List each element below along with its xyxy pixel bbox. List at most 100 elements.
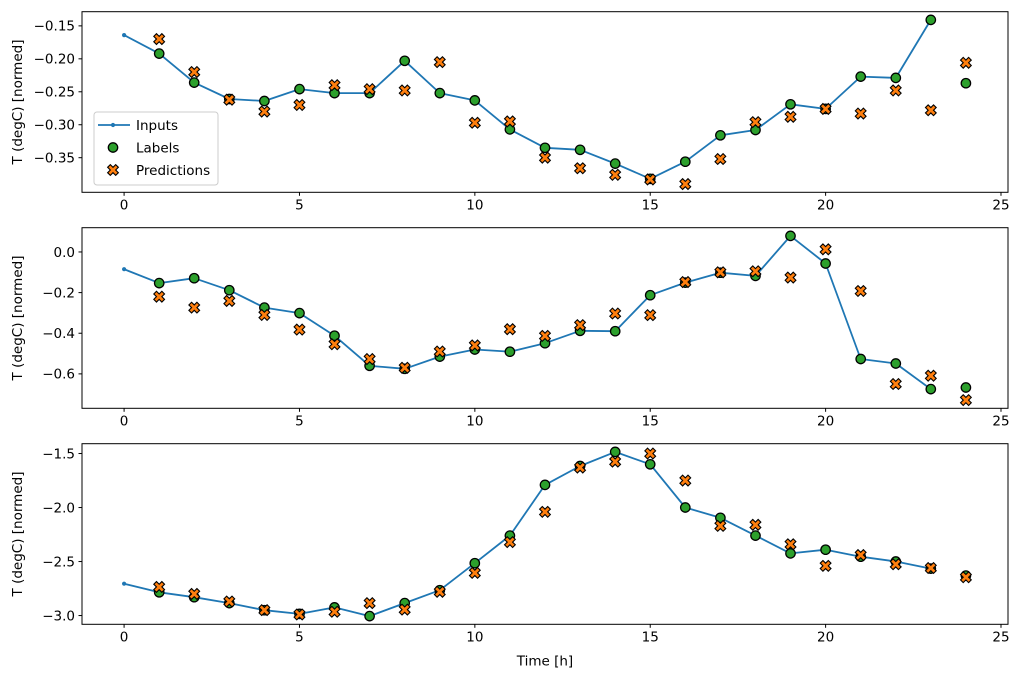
axes-spines	[81, 227, 1009, 409]
y-axis-ticks: 0.0 −0.2 −0.4 −0.6	[42, 245, 82, 383]
inputs-point	[122, 581, 127, 586]
prediction-point	[328, 338, 341, 351]
prediction-point	[854, 284, 867, 298]
prediction-point	[573, 461, 587, 474]
prediction-point	[889, 377, 902, 391]
label-point	[469, 557, 481, 569]
x-tick-label: 0	[120, 197, 129, 213]
y-axis-ticks: −0.15 −0.20 −0.25 −0.30 −0.35	[34, 19, 82, 166]
axes-spines	[81, 11, 1009, 193]
label-point	[153, 277, 165, 289]
x-tick-label: 10	[466, 413, 483, 429]
y-tick-label: −0.25	[34, 85, 75, 101]
label-point	[820, 544, 831, 556]
prediction-point	[573, 318, 587, 332]
x-axis-ticks: 0 5 10 15 20 25	[120, 192, 1010, 213]
prediction-point	[749, 265, 762, 278]
x-tick-label: 0	[120, 629, 129, 645]
prediction-point	[328, 79, 341, 92]
prediction-point	[328, 605, 341, 618]
label-point	[223, 284, 235, 296]
x-tick-label: 15	[642, 629, 659, 645]
prediction-point	[503, 323, 517, 336]
legend-item-label: Predictions	[136, 163, 210, 179]
prediction-point	[644, 447, 657, 460]
prediction-point	[258, 105, 271, 118]
prediction-point	[153, 32, 166, 46]
prediction-point	[889, 84, 902, 97]
legend-box	[93, 111, 219, 186]
y-tick-label: 0.0	[54, 245, 75, 261]
prediction-point	[959, 571, 973, 584]
prediction-point	[573, 162, 587, 175]
prediction-point	[363, 82, 376, 96]
legend-item-predictions: Predictions	[106, 163, 210, 179]
label-point	[259, 95, 270, 107]
y-tick-label: −0.20	[34, 52, 75, 68]
prediction-point	[609, 455, 622, 468]
label-point	[188, 272, 200, 284]
prediction-point	[889, 558, 902, 571]
prediction-point	[924, 561, 937, 575]
label-point	[399, 55, 411, 67]
legend-item-inputs: Inputs	[98, 118, 178, 134]
label-point	[294, 307, 305, 319]
prediction-point	[644, 309, 657, 322]
prediction-point	[503, 535, 517, 549]
inputs-line	[123, 235, 932, 390]
y-tick-label: −0.2	[42, 285, 75, 301]
prediction-point	[258, 604, 271, 617]
label-point	[750, 530, 761, 541]
prediction-point	[468, 116, 481, 129]
prediction-point	[924, 104, 937, 117]
x-tick-label: 15	[642, 197, 659, 213]
label-point	[539, 142, 551, 154]
y-axis-ticks: −1.5 −2.0 −2.5 −3.0	[42, 446, 82, 624]
x-axis-ticks: 0 5 10 15 20 25	[120, 408, 1010, 429]
x-tick-label: 25	[992, 413, 1009, 429]
prediction-point	[538, 151, 552, 164]
y-tick-label: −0.30	[34, 118, 75, 134]
prediction-point	[679, 275, 692, 289]
prediction-point	[609, 307, 622, 320]
prediction-point	[749, 115, 762, 129]
label-point	[574, 144, 586, 156]
prediction-point	[644, 173, 657, 186]
x-tick-label: 10	[466, 197, 483, 213]
prediction-point	[258, 308, 271, 322]
label-point	[890, 72, 902, 84]
subplot-2: 0 5 10 15 20 25 0.0 −0.2 −0.4 −0.6 T (degC) [norme…	[10, 227, 1010, 429]
legend-item-label: Inputs	[136, 118, 178, 134]
x-tick-label: 25	[992, 197, 1009, 213]
prediction-point	[714, 266, 727, 279]
label-point	[469, 95, 481, 106]
prediction-point	[293, 323, 306, 336]
legend-item-labels: Labels	[107, 140, 179, 156]
x-tick-label: 0	[120, 413, 129, 429]
prediction-point	[714, 152, 727, 166]
prediction-point	[433, 55, 446, 69]
legend: Inputs Labels Predictions	[93, 111, 219, 186]
label-point	[679, 502, 691, 513]
label-point	[644, 458, 656, 470]
prediction-point	[784, 110, 797, 123]
prediction-point	[819, 559, 832, 573]
prediction-point	[679, 474, 692, 487]
label-point	[785, 230, 796, 242]
label-point	[855, 353, 867, 365]
label-point	[609, 325, 621, 337]
label-point	[960, 382, 972, 393]
prediction-point	[363, 352, 376, 366]
x-tick-label: 10	[466, 629, 483, 645]
prediction-point	[398, 361, 411, 374]
x-axis-label: Time [h]	[516, 653, 573, 669]
prediction-point	[538, 329, 552, 343]
prediction-point	[819, 243, 832, 256]
label-point	[609, 158, 621, 169]
prediction-point	[468, 566, 481, 580]
predictions-points	[153, 32, 973, 191]
label-point	[294, 83, 305, 95]
